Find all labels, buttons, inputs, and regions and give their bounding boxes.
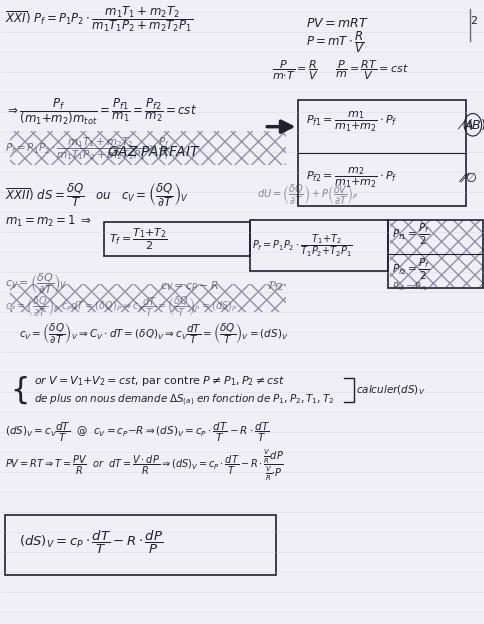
Bar — [5, 515, 276, 575]
Text: $GAZ \; PARFAIT$: $GAZ \; PARFAIT$ — [106, 145, 200, 158]
Text: $\Rightarrow \dfrac{P_f}{(m_1{+}m_2)m_{tot}} = \dfrac{P_{f1}}{m_1} = \dfrac{P_{f: $\Rightarrow \dfrac{P_f}{(m_1{+}m_2)m_{t… — [5, 95, 197, 127]
Text: $P_f = P_1P_2 \cdot \dfrac{T_1{+}T_2}{T_1P_2{+}T_2P_1}$: $P_f = P_1P_2 \cdot \dfrac{T_1{+}T_2}{T_… — [252, 232, 352, 258]
Text: $P = mT \cdot \dfrac{R}{V}$: $P = mT \cdot \dfrac{R}{V}$ — [305, 29, 364, 56]
Text: $de \; plus \; on \; nous \; demande \; \Delta S_{(a)} \; en \; fonction \; de \: $de \; plus \; on \; nous \; demande \; … — [34, 393, 333, 408]
Text: $(dS)_V = c_P \cdot \dfrac{dT}{T} - R \cdot \dfrac{dP}{P}$: $(dS)_V = c_P \cdot \dfrac{dT}{T} - R \c… — [19, 529, 163, 557]
Text: $PV = mRT$: $PV = mRT$ — [305, 17, 367, 29]
Bar — [387, 220, 482, 288]
Text: $\!\not\!A$: $\!\not\!A$ — [456, 118, 473, 132]
Text: $P_f = P_1P_2 \cdot \dfrac{m_1T_1 + m_2T_2}{m_1T_1P_2 + m_2T_2P_1} \times \dfrac: $P_f = P_1P_2 \cdot \dfrac{m_1T_1 + m_2T… — [5, 135, 169, 162]
Text: $calculer(dS)_V$: $calculer(dS)_V$ — [356, 384, 425, 397]
Text: $\overline{XXII}$) $dS = \dfrac{\delta Q}{T}$   $ou$   $c_V = \left(\dfrac{\delt: $\overline{XXII}$) $dS = \dfrac{\delta Q… — [5, 181, 188, 208]
Bar — [10, 284, 286, 312]
Text: $c_V = \left(\dfrac{\delta Q}{\partial T}\right)_V \Rightarrow C_V \cdot dT = (\: $c_V = \left(\dfrac{\delta Q}{\partial T… — [19, 321, 288, 346]
Text: $P_{f2} = \dfrac{P_f}{2}$: $P_{f2} = \dfrac{P_f}{2}$ — [391, 257, 429, 282]
Text: $c_P = \left(\dfrac{\delta Q}{\partial T}\right)_P \; c_P dT = (\delta Q)_P \Rig: $c_P = \left(\dfrac{\delta Q}{\partial T… — [5, 295, 237, 319]
Bar — [10, 131, 286, 165]
Text: $(B)$: $(B)$ — [466, 117, 484, 132]
Text: $\dfrac{P}{m{\cdot}T} = \dfrac{R}{V}$     $\dfrac{P}{m} = \dfrac{RT}{V} = cst$: $\dfrac{P}{m{\cdot}T} = \dfrac{R}{V}$ $\… — [271, 58, 408, 82]
Text: $\mathcal{P}_{f2}$: $\mathcal{P}_{f2}$ — [266, 279, 283, 293]
Bar — [390, 220, 482, 287]
Text: $dU = \left(\dfrac{\delta Q}{\partial T}\right) + P \left(\dfrac{\delta V}{\part: $dU = \left(\dfrac{\delta Q}{\partial T}… — [257, 183, 358, 207]
Bar — [249, 220, 387, 271]
Text: $m_1{=}m_2{=}1 \;\Rightarrow$: $m_1{=}m_2{=}1 \;\Rightarrow$ — [5, 214, 92, 229]
Text: $\not\!\not\!\emptyset$: $\not\!\not\!\emptyset$ — [457, 171, 477, 185]
Text: $c_V = \left(\dfrac{\delta Q}{\partial T}\right)_V$: $c_V = \left(\dfrac{\delta Q}{\partial T… — [5, 271, 67, 296]
Text: $or \; V = V_1{+}V_2 = cst$, par contre $P \neq P_1, P_2 \neq cst$: $or \; V = V_1{+}V_2 = cst$, par contre … — [34, 374, 285, 388]
Text: $P_{f2} = P_{f1}$: $P_{f2} = P_{f1}$ — [391, 281, 427, 293]
Text: $PV{=}RT \Rightarrow T = \dfrac{PV}{R}$  $or$  $dT = \dfrac{V \cdot dP}{R} \Righ: $PV{=}RT \Rightarrow T = \dfrac{PV}{R}$ … — [5, 447, 283, 482]
Text: $(dS)_V = c_V \dfrac{dT}{T}$  $@$  $c_V = c_P{-}R \Rightarrow (dS)_V = c_P \cdot: $(dS)_V = c_V \dfrac{dT}{T}$ $@$ $c_V = … — [5, 421, 270, 444]
Text: $P_{f2} = \dfrac{m_2}{m_1{+}m_2} \cdot P_f$: $P_{f2} = \dfrac{m_2}{m_1{+}m_2} \cdot P… — [305, 166, 396, 190]
Bar — [298, 100, 465, 206]
Text: $c_V = c_P - R$: $c_V = c_P - R$ — [160, 279, 218, 293]
Text: $P_{f1} = \dfrac{m_1}{m_1{+}m_2} \cdot P_f$: $P_{f1} = \dfrac{m_1}{m_1{+}m_2} \cdot P… — [305, 110, 396, 134]
Text: $T_f = \dfrac{T_1{+}T_2}{2}$: $T_f = \dfrac{T_1{+}T_2}{2}$ — [109, 227, 167, 251]
Text: $\{$: $\{$ — [10, 374, 27, 406]
Text: $P_{f1} = \dfrac{P_f}{2}$: $P_{f1} = \dfrac{P_f}{2}$ — [391, 222, 429, 246]
Bar — [104, 222, 249, 256]
Text: $\overline{XXI}$) $P_f = P_1P_2 \cdot \dfrac{m_1T_1 + m_2T_2}{m_1T_1P_2 + m_2T_2: $\overline{XXI}$) $P_f = P_1P_2 \cdot \d… — [5, 4, 193, 34]
Text: 2: 2 — [469, 16, 477, 26]
